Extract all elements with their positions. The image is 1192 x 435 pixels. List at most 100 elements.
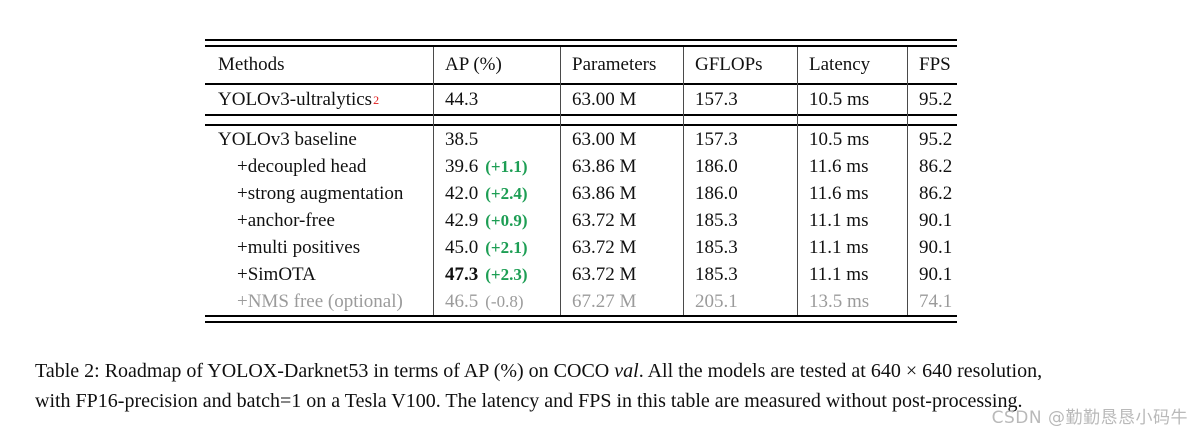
parameters-value: 63.86 M	[572, 182, 637, 204]
cell-gflops: 185.3	[683, 264, 797, 286]
cell-fps: 86.2	[907, 156, 957, 178]
table-row: +strong augmentation 42.0 (+2.4) 63.86 M …	[205, 180, 957, 207]
method-label: YOLOv3-ultralytics	[218, 88, 373, 110]
table-row: +SimOTA 47.3 (+2.3) 63.72 M 185.3 11.1 ms…	[205, 261, 957, 288]
cell-method: +NMS free (optional)	[205, 291, 433, 313]
column-separator	[683, 47, 684, 315]
latency-value: 10.5 ms	[809, 88, 870, 110]
header-fps: FPS	[907, 54, 957, 76]
cell-parameters: 63.72 M	[560, 237, 683, 259]
column-separator	[907, 47, 908, 315]
csdn-watermark: CSDN @勤勤恳恳小码牛	[991, 408, 1188, 428]
fps-value: 86.2	[919, 182, 953, 204]
header-latency: Latency	[797, 54, 907, 76]
cell-latency: 13.5 ms	[797, 291, 907, 313]
cell-parameters: 63.00 M	[560, 129, 683, 151]
results-table: Methods AP (%) Parameters GFLOPs Latency…	[205, 39, 957, 323]
caption-text: Table 2: Roadmap of YOLOX-Darknet53 in t…	[35, 360, 615, 382]
cell-latency: 11.1 ms	[797, 264, 907, 286]
table-row: YOLOv3-ultralytics 2 44.3 63.00 M 157.3 1…	[205, 85, 957, 114]
ap-value: 42.0	[445, 182, 479, 204]
cell-parameters: 63.86 M	[560, 156, 683, 178]
parameters-value: 67.27 M	[572, 290, 637, 312]
caption-text: with FP16-precision and batch=1 on a Tes…	[35, 390, 1023, 412]
caption-text: . All the models are tested at 640 × 640…	[638, 360, 1043, 382]
header-parameters: Parameters	[560, 54, 683, 76]
latency-value: 11.6 ms	[809, 155, 869, 177]
cell-parameters: 67.27 M	[560, 291, 683, 313]
latency-value: 11.1 ms	[809, 209, 869, 231]
caption-italic-val: val	[614, 360, 639, 382]
cell-method: +strong augmentation	[205, 183, 433, 205]
gflops-value: 157.3	[695, 128, 738, 150]
cell-fps: 90.1	[907, 237, 957, 259]
gflops-value: 185.3	[695, 263, 738, 285]
ap-value: 46.5	[445, 290, 479, 312]
caption-line-1: Table 2: Roadmap of YOLOX-Darknet53 in t…	[35, 356, 1175, 386]
latency-value: 11.1 ms	[809, 236, 869, 258]
cell-fps: 86.2	[907, 183, 957, 205]
table-row: +NMS free (optional) 46.5 (-0.8) 67.27 M …	[205, 288, 957, 315]
cell-gflops: 185.3	[683, 210, 797, 232]
ap-delta: (+2.1)	[485, 237, 528, 257]
cell-latency: 11.1 ms	[797, 210, 907, 232]
cell-gflops: 185.3	[683, 237, 797, 259]
ap-value: 45.0	[445, 236, 479, 258]
cell-fps: 74.1	[907, 291, 957, 313]
gflops-value: 185.3	[695, 209, 738, 231]
latency-value: 11.6 ms	[809, 182, 869, 204]
table-caption: Table 2: Roadmap of YOLOX-Darknet53 in t…	[35, 356, 1175, 416]
cell-method: YOLOv3-ultralytics 2	[218, 88, 380, 110]
cell-ap: 39.6 (+1.1)	[433, 156, 560, 178]
cell-ap: 38.5	[433, 129, 560, 151]
header-label: Latency	[809, 54, 871, 75]
cell-gflops: 205.1	[683, 291, 797, 313]
column-separator	[560, 47, 561, 315]
ap-value: 44.3	[445, 88, 479, 110]
ap-delta: (+0.9)	[485, 210, 528, 230]
parameters-value: 63.00 M	[572, 88, 637, 110]
method-label: +strong augmentation	[237, 182, 404, 204]
method-label: +multi positives	[237, 236, 361, 258]
column-separator	[797, 47, 798, 315]
cell-fps: 90.1	[907, 210, 957, 232]
fps-value: 95.2	[919, 88, 953, 110]
parameters-value: 63.72 M	[572, 209, 637, 231]
cell-latency: 11.1 ms	[797, 237, 907, 259]
ap-value: 39.6	[445, 155, 479, 177]
cell-ap: 47.3 (+2.3)	[433, 264, 560, 286]
method-label: +NMS free (optional)	[237, 290, 403, 312]
cell-method: +multi positives	[205, 237, 433, 259]
method-label: +anchor-free	[237, 209, 335, 231]
caption-line-2: with FP16-precision and batch=1 on a Tes…	[35, 386, 1175, 416]
method-label: YOLOv3 baseline	[218, 128, 357, 150]
gflops-value: 157.3	[695, 88, 738, 110]
cell-method: +SimOTA	[205, 264, 433, 286]
column-separator	[433, 47, 434, 315]
section-rule	[205, 114, 957, 126]
gflops-value: 186.0	[695, 182, 738, 204]
header-label: GFLOPs	[695, 54, 763, 75]
fps-value: 74.1	[919, 290, 953, 312]
table-row: YOLOv3 baseline 38.5 63.00 M 157.3 10.5 …	[205, 126, 957, 153]
cell-latency: 11.6 ms	[797, 156, 907, 178]
cell-method: +decoupled head	[205, 156, 433, 178]
header-methods: Methods	[205, 54, 433, 76]
header-label: FPS	[919, 54, 951, 75]
cell-gflops: 157.3	[683, 129, 797, 151]
cell-parameters: 63.72 M	[560, 210, 683, 232]
header-label: AP (%)	[445, 54, 502, 75]
latency-value: 10.5 ms	[809, 128, 870, 150]
fps-value: 95.2	[919, 128, 953, 150]
method-label: +decoupled head	[237, 155, 367, 177]
cell-latency: 10.5 ms	[797, 89, 907, 111]
ap-value: 42.9	[445, 209, 479, 231]
cell-parameters: 63.72 M	[560, 264, 683, 286]
cell-gflops: 186.0	[683, 156, 797, 178]
cell-method: +anchor-free	[205, 210, 433, 232]
cell-parameters: 63.86 M	[560, 183, 683, 205]
cell-fps: 90.1	[907, 264, 957, 286]
cell-ap: 42.0 (+2.4)	[433, 183, 560, 205]
header-gflops: GFLOPs	[683, 54, 797, 76]
cell-ap: 42.9 (+0.9)	[433, 210, 560, 232]
